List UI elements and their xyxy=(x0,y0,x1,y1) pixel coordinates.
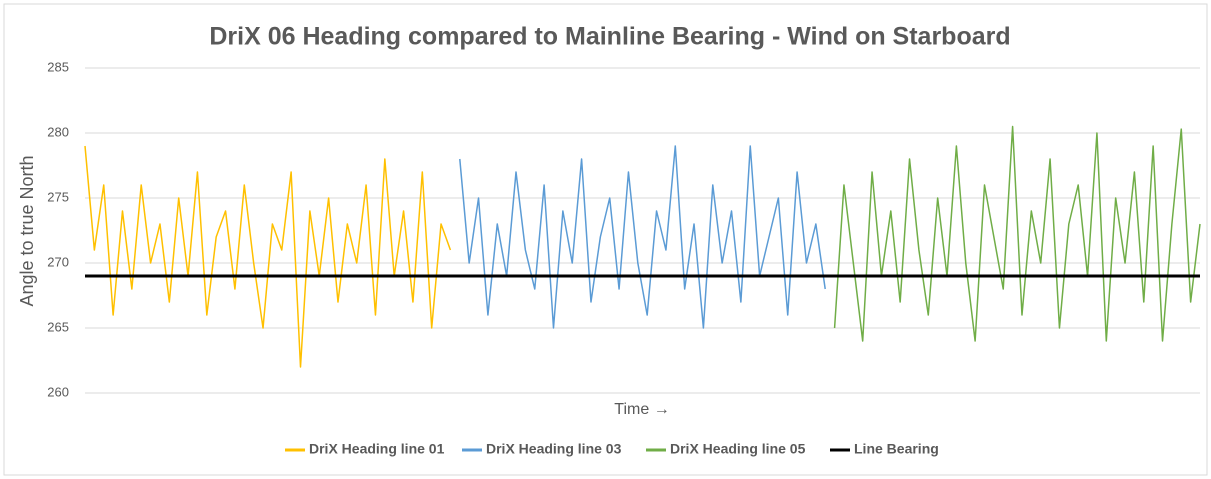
y-tick-label: 275 xyxy=(47,189,69,204)
legend-label: DriX Heading line 05 xyxy=(670,441,806,457)
legend-label: DriX Heading line 03 xyxy=(486,441,622,457)
y-tick-label: 285 xyxy=(47,59,69,74)
legend: DriX Heading line 01 DriX Heading line 03… xyxy=(285,441,939,457)
x-axis-label: Time → xyxy=(614,401,669,418)
chart-border xyxy=(3,3,1208,476)
legend-label: DriX Heading line 01 xyxy=(309,441,445,457)
y-tick-label: 265 xyxy=(47,319,69,334)
y-tick-label: 260 xyxy=(47,384,69,399)
y-axis-label: Angle to true North xyxy=(17,155,37,306)
y-tick-label: 280 xyxy=(47,124,69,139)
series-line xyxy=(459,145,826,329)
chart-title: DriX 06 Heading compared to Mainline Bea… xyxy=(209,23,1010,51)
legend-label: Line Bearing xyxy=(854,441,939,457)
series-line xyxy=(833,125,1201,342)
y-tick-label: 270 xyxy=(47,254,69,269)
